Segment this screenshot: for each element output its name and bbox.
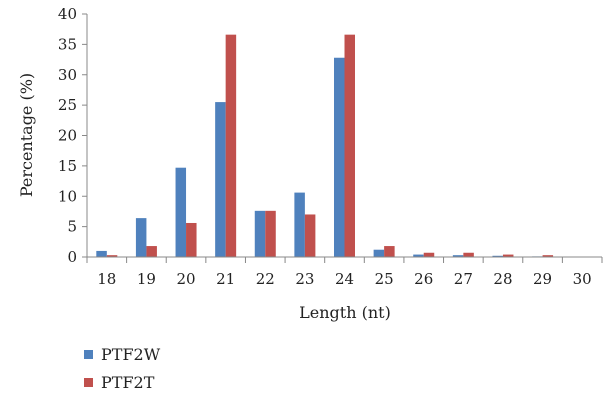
legend-swatch-ptf2t [84, 378, 93, 387]
bar-ptf2t-28 [502, 254, 514, 257]
x-tick-label: 30 [573, 270, 592, 288]
bar-ptf2w-23 [294, 192, 305, 257]
y-tick-label: 40 [58, 5, 77, 23]
x-tick-label: 20 [176, 270, 195, 288]
y-axis-ticks: 0 5 10 15 20 25 30 35 40 [58, 5, 87, 266]
bar-ptf2w-24 [334, 57, 345, 257]
x-tick-label: 22 [256, 270, 275, 288]
y-tick-label: 30 [58, 66, 77, 84]
x-tick-label: 25 [375, 270, 394, 288]
bar-ptf2w-19 [135, 218, 147, 257]
plot-area [86, 14, 602, 258]
bar-ptf2t-27 [463, 252, 474, 257]
bar-ptf2w-21 [215, 102, 226, 257]
legend-label-ptf2t: PTF2T [101, 373, 155, 392]
x-tick-label: 29 [533, 270, 552, 288]
y-tick-label: 15 [58, 157, 77, 175]
bar-ptf2t-22 [265, 210, 276, 257]
bar-ptf2w-27 [452, 255, 464, 257]
legend-swatch-ptf2w [84, 350, 93, 359]
bar-ptf2t-29 [542, 255, 554, 257]
x-tick-label: 19 [137, 270, 156, 288]
y-tick-label: 25 [58, 96, 77, 114]
bar-ptf2t-24 [344, 34, 355, 257]
x-axis-ticks: 18 19 20 21 22 23 24 25 26 27 28 29 30 [86, 257, 603, 288]
bar-ptf2w-22 [254, 210, 266, 257]
y-tick-label: 35 [58, 35, 77, 53]
bar-ptf2w-28 [492, 255, 503, 257]
bar-ptf2t-20 [186, 222, 197, 257]
x-tick-label: 21 [216, 270, 235, 288]
legend-label-ptf2w: PTF2W [101, 345, 161, 364]
bar-ptf2w-26 [413, 254, 424, 257]
x-tick-label: 24 [335, 270, 354, 288]
x-tick-label: 18 [97, 270, 116, 288]
y-tick-label: 10 [58, 187, 77, 205]
bar-ptf2t-25 [384, 246, 395, 257]
bar-ptf2t-23 [304, 214, 316, 257]
x-tick-label: 28 [493, 270, 512, 288]
x-axis-title: Length (nt) [299, 303, 391, 322]
bar-ptf2w-25 [373, 249, 385, 257]
x-tick-label: 23 [295, 270, 314, 288]
bar-ptf2w-18 [96, 250, 107, 257]
bar-ptf2t-21 [225, 34, 237, 257]
y-tick-label: 20 [58, 127, 77, 145]
bar-ptf2t-18 [106, 255, 118, 257]
y-tick-label: 0 [67, 248, 77, 266]
y-axis-title: Percentage (%) [17, 73, 36, 197]
bar-ptf2t-19 [146, 246, 157, 257]
bar-ptf2w-20 [175, 167, 187, 257]
x-tick-label: 27 [454, 270, 473, 288]
legend: PTF2W PTF2T [84, 345, 161, 392]
bar-ptf2t-26 [423, 252, 435, 257]
x-tick-label: 26 [414, 270, 433, 288]
y-tick-label: 5 [67, 218, 77, 236]
